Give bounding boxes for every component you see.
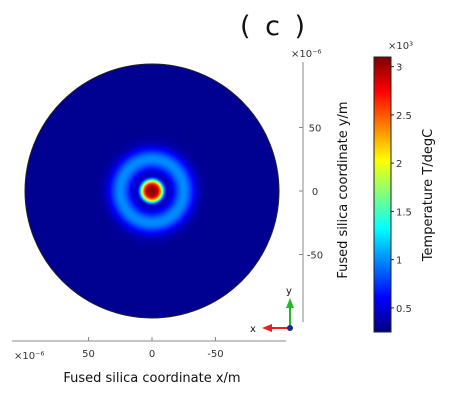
panel-label: ( c ) — [240, 11, 309, 42]
colorbar-tick-label: 3 — [396, 63, 402, 74]
triad-y-arrowhead — [286, 298, 294, 308]
colorbar-tick-label: 2 — [396, 159, 402, 170]
y-exponent-label: ×10⁻⁶ — [291, 49, 321, 60]
x-tick-label: 50 — [82, 349, 95, 360]
y-axis-title: Fused silica coordinate y/m — [336, 101, 351, 278]
colorbar: 0.5 1 1.5 2 2.5 3 ×10³ Temperature T/degC — [373, 41, 436, 333]
x-tick-label: -50 — [207, 349, 223, 360]
colorbar-exponent-label: ×10³ — [388, 41, 413, 52]
triad-origin-dot — [287, 325, 293, 331]
x-exponent-label: ×10⁻⁶ — [14, 351, 44, 362]
fused-silica-disk — [24, 63, 280, 319]
colorbar-tick-label: 1.5 — [396, 207, 412, 218]
triad-y-label: y — [286, 286, 292, 297]
triad-x-arrowhead — [262, 324, 272, 332]
y-axis: 50 0 -50 ×10⁻⁶ Fused silica coordinate y/m — [291, 49, 351, 322]
colorbar-bar — [373, 56, 392, 333]
colorbar-tick-label: 1 — [396, 256, 402, 267]
x-axis: 50 0 -50 ×10⁻⁶ Fused silica coordinate x/m — [12, 337, 286, 386]
y-tick-label: 50 — [309, 124, 322, 135]
colorbar-tick-label: 0.5 — [396, 304, 412, 315]
x-tick-label: 0 — [149, 349, 155, 360]
colorbar-tick-label: 2.5 — [396, 111, 412, 122]
triad-x-label: x — [250, 324, 256, 335]
y-tick-label: 0 — [312, 187, 318, 198]
y-tick-label: -50 — [307, 251, 323, 262]
axis-triad: x y — [250, 286, 294, 335]
x-axis-title: Fused silica coordinate x/m — [63, 371, 240, 386]
colorbar-title: Temperature T/degC — [421, 129, 436, 262]
